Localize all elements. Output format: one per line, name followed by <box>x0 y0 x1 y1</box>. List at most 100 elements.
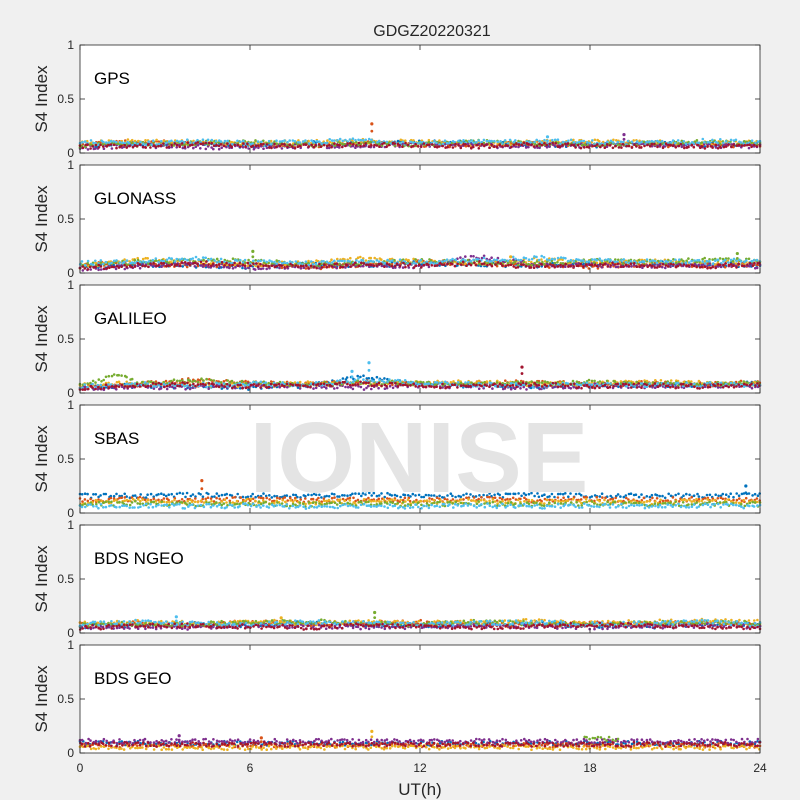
data-point <box>288 260 292 263</box>
data-point <box>86 148 90 151</box>
data-point <box>133 139 137 143</box>
data-point <box>632 139 635 142</box>
data-point <box>722 264 725 267</box>
data-point <box>275 259 279 262</box>
data-point <box>377 139 381 143</box>
data-point <box>730 143 733 146</box>
data-point <box>650 264 654 268</box>
data-point <box>218 265 221 269</box>
series-7 <box>78 260 761 271</box>
data-point <box>146 143 150 146</box>
data-point <box>595 264 599 268</box>
panel-label: GLONASS <box>94 189 176 208</box>
data-point <box>375 144 379 147</box>
data-point <box>293 147 297 150</box>
data-point <box>517 258 520 262</box>
data-point <box>328 264 331 267</box>
data-point <box>625 144 628 148</box>
data-point <box>252 147 256 151</box>
data-point <box>598 380 602 383</box>
data-point <box>554 142 557 145</box>
data-point <box>459 381 463 385</box>
data-point <box>376 141 379 144</box>
data-point <box>495 145 499 149</box>
data-point <box>574 146 577 149</box>
data-point <box>580 139 583 143</box>
data-point <box>359 375 362 379</box>
data-point <box>527 262 530 266</box>
data-point <box>167 264 170 267</box>
data-point <box>120 265 123 269</box>
data-point <box>435 141 438 145</box>
data-point <box>214 140 218 143</box>
data-point <box>178 262 182 266</box>
data-point <box>512 265 515 268</box>
data-point <box>660 139 664 143</box>
data-point <box>391 386 395 390</box>
data-point <box>617 385 620 389</box>
data-point <box>361 259 365 262</box>
data-point <box>647 140 651 143</box>
data-point <box>451 146 455 149</box>
data-point <box>708 141 712 144</box>
data-point <box>167 261 170 265</box>
data-point <box>196 141 199 144</box>
data-point <box>390 264 394 268</box>
data-point <box>482 254 486 258</box>
data-point <box>520 265 523 268</box>
data-point <box>100 380 103 383</box>
data-point <box>141 380 144 384</box>
data-point <box>256 259 260 263</box>
data-point <box>629 262 633 266</box>
data-point <box>616 140 619 144</box>
data-point <box>674 261 678 265</box>
data-point <box>401 266 405 269</box>
data-point <box>414 264 418 268</box>
data-point <box>267 264 271 268</box>
data-point <box>383 387 387 391</box>
data-point <box>125 259 129 262</box>
data-point <box>283 261 286 265</box>
data-point <box>204 256 207 260</box>
data-point <box>551 141 554 145</box>
data-point <box>509 387 513 391</box>
data-point <box>542 262 546 266</box>
data-point <box>509 143 512 147</box>
data-point <box>414 258 417 261</box>
data-point <box>708 258 711 261</box>
data-point <box>239 258 242 262</box>
data-point <box>512 143 516 147</box>
data-point <box>215 264 218 267</box>
data-point <box>123 263 126 267</box>
data-point <box>304 143 308 146</box>
data-point <box>267 139 271 143</box>
data-point <box>530 257 534 261</box>
data-point <box>239 145 242 148</box>
data-point <box>591 144 594 148</box>
data-point <box>504 379 507 383</box>
data-point <box>535 138 538 142</box>
data-point <box>419 145 423 149</box>
data-point <box>671 139 675 142</box>
data-point <box>621 262 625 265</box>
data-point <box>674 258 677 262</box>
data-point <box>373 143 376 147</box>
data-point <box>241 263 245 267</box>
data-point <box>259 143 263 146</box>
data-point <box>548 142 551 146</box>
data-point <box>454 142 457 146</box>
data-point <box>467 262 471 266</box>
data-point <box>278 144 282 148</box>
data-point <box>81 269 85 272</box>
data-point <box>112 140 115 143</box>
data-point <box>110 261 113 265</box>
data-point <box>109 139 113 143</box>
panel-label: GPS <box>94 69 130 88</box>
data-point <box>669 259 673 263</box>
data-point <box>735 259 738 263</box>
data-point <box>740 260 743 263</box>
data-point <box>147 380 151 383</box>
data-point <box>171 385 174 389</box>
data-point <box>467 144 471 148</box>
data-point <box>335 266 339 270</box>
